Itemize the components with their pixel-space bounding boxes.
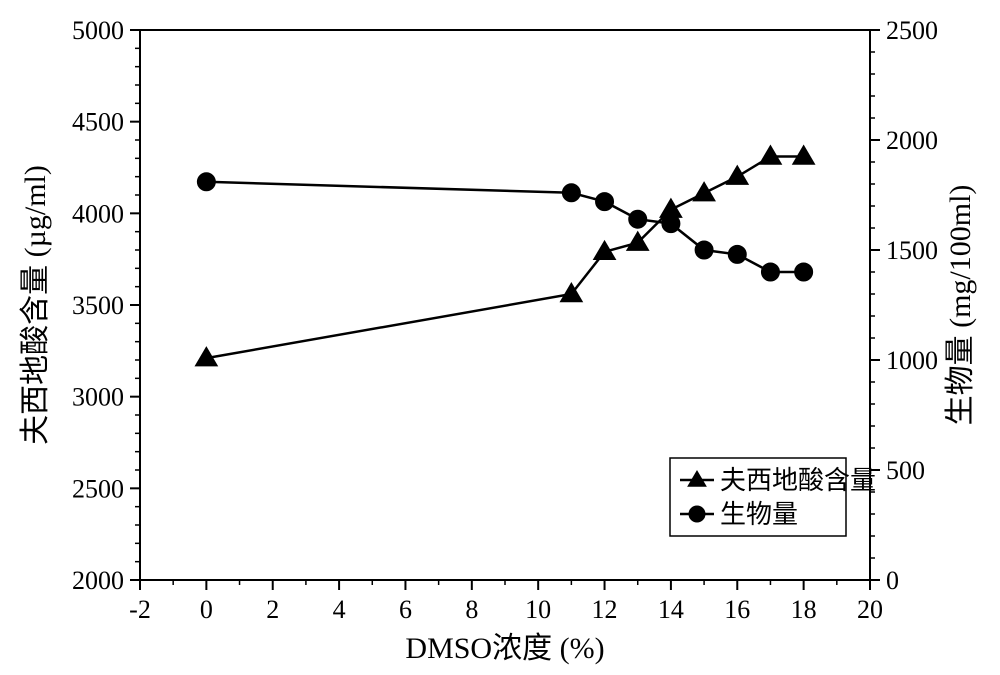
- svg-text:8: 8: [465, 595, 478, 624]
- chart-container: -2 0 2 4 6 8 10 12 14 16 18 20 DMSO浓度 (%) 2000 2500 300…: [0, 0, 1000, 675]
- triangle-marker: [793, 146, 815, 165]
- svg-text:4: 4: [333, 595, 346, 624]
- svg-text:2: 2: [266, 595, 279, 624]
- svg-text:5000: 5000: [72, 16, 124, 45]
- circle-marker: [728, 245, 746, 263]
- svg-text:2000: 2000: [886, 126, 938, 155]
- x-axis-label: DMSO浓度 (%): [405, 632, 604, 665]
- svg-text:2500: 2500: [886, 16, 938, 45]
- svg-text:10: 10: [525, 595, 551, 624]
- svg-text:2500: 2500: [72, 474, 124, 503]
- legend-triangle-icon: [688, 471, 706, 486]
- svg-text:4500: 4500: [72, 108, 124, 137]
- legend-item-2: 生物量: [720, 500, 798, 529]
- svg-text:16: 16: [724, 595, 750, 624]
- triangle-marker: [759, 146, 781, 165]
- circle-marker: [596, 193, 614, 211]
- series-line: [206, 182, 803, 272]
- y-right-label: 生物量 (mg/100ml): [944, 185, 977, 426]
- circle-marker: [662, 215, 680, 233]
- dual-axis-chart: -2 0 2 4 6 8 10 12 14 16 18 20 DMSO浓度 (%) 2000 2500 300…: [0, 0, 1000, 675]
- svg-text:12: 12: [592, 595, 618, 624]
- svg-text:3500: 3500: [72, 291, 124, 320]
- svg-text:20: 20: [857, 595, 883, 624]
- triangle-marker: [693, 182, 715, 201]
- svg-text:1500: 1500: [886, 236, 938, 265]
- svg-text:6: 6: [399, 595, 412, 624]
- circle-marker: [761, 263, 779, 281]
- svg-text:18: 18: [791, 595, 817, 624]
- circle-marker: [629, 210, 647, 228]
- triangle-marker: [726, 166, 748, 185]
- svg-text:3000: 3000: [72, 383, 124, 412]
- legend-circle-icon: [689, 506, 705, 522]
- circle-marker: [197, 173, 215, 191]
- circle-marker: [562, 184, 580, 202]
- svg-text:500: 500: [886, 456, 925, 485]
- svg-text:1000: 1000: [886, 346, 938, 375]
- svg-text:0: 0: [886, 566, 899, 595]
- circle-marker: [695, 241, 713, 259]
- series-line: [206, 157, 803, 359]
- svg-text:14: 14: [658, 595, 684, 624]
- svg-text:2000: 2000: [72, 566, 124, 595]
- svg-text:0: 0: [200, 595, 213, 624]
- circle-marker: [795, 263, 813, 281]
- svg-text:4000: 4000: [72, 199, 124, 228]
- y-left-label: 夫西地酸含量 (µg/ml): [19, 165, 52, 445]
- legend-item-1: 夫西地酸含量: [720, 466, 876, 495]
- svg-text:-2: -2: [129, 595, 151, 624]
